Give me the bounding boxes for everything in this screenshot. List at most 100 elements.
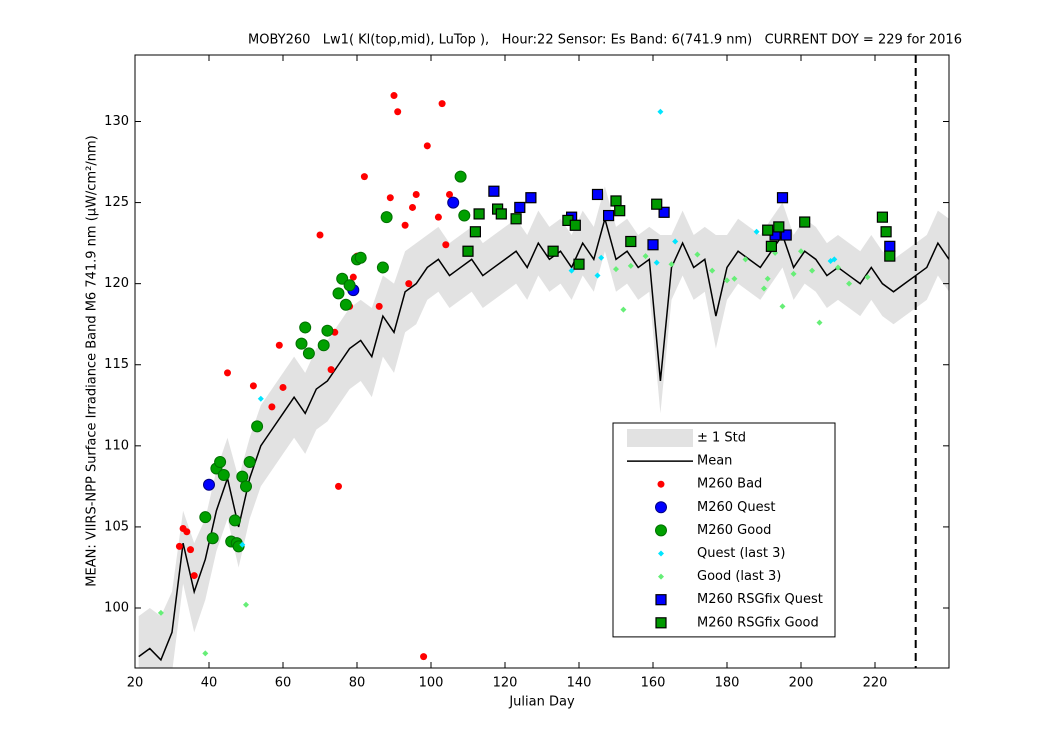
legend-swatch bbox=[658, 550, 664, 557]
y-axis-label: MEAN: VIIRS-NPP Surface Irradiance Band … bbox=[85, 135, 100, 586]
point bbox=[880, 226, 892, 238]
point bbox=[469, 226, 481, 238]
mean-line bbox=[138, 215, 949, 662]
point bbox=[764, 275, 771, 282]
point bbox=[354, 251, 367, 264]
x-tick-label: 120 bbox=[493, 676, 518, 691]
point bbox=[438, 100, 446, 108]
y-tick-label: 130 bbox=[104, 114, 129, 129]
point bbox=[190, 572, 198, 580]
std-band bbox=[138, 186, 949, 668]
point bbox=[446, 190, 453, 198]
point bbox=[602, 209, 615, 222]
legend-swatch bbox=[655, 617, 667, 629]
point bbox=[349, 273, 357, 281]
y-tick-label: 115 bbox=[104, 357, 129, 372]
point bbox=[202, 650, 209, 657]
point bbox=[864, 274, 871, 281]
legend-label: M260 Quest bbox=[697, 500, 776, 515]
point bbox=[668, 261, 675, 268]
point bbox=[405, 280, 413, 288]
point bbox=[217, 469, 230, 482]
x-tick-label: 200 bbox=[789, 676, 814, 691]
point bbox=[239, 541, 246, 548]
point bbox=[724, 277, 730, 284]
point bbox=[790, 270, 797, 277]
legend-label: M260 RSGfix Quest bbox=[697, 592, 823, 607]
point bbox=[375, 302, 383, 310]
point bbox=[613, 266, 619, 273]
point bbox=[773, 221, 785, 233]
x-tick-label: 60 bbox=[275, 676, 292, 691]
x-axis-label: Julian Day bbox=[508, 695, 575, 710]
point bbox=[598, 254, 605, 261]
x-tick-label: 140 bbox=[567, 676, 592, 691]
legend-swatch bbox=[655, 524, 667, 537]
legend: ± 1 Std Mean M260 Bad M260 Quest M260 Good Qu… bbox=[612, 422, 836, 638]
point bbox=[412, 190, 420, 198]
axes: 20 40 60 80 100 120 140 160 180 200 220 100 105 110 11… bbox=[104, 54, 950, 691]
point bbox=[423, 142, 431, 150]
legend-swatch bbox=[657, 480, 665, 488]
point bbox=[765, 240, 778, 252]
point bbox=[835, 264, 841, 271]
legend-label: ± 1 Std bbox=[697, 431, 746, 446]
legend-box bbox=[612, 422, 836, 638]
point bbox=[620, 306, 627, 313]
point bbox=[625, 235, 637, 248]
point bbox=[731, 275, 738, 282]
x-tick-label: 160 bbox=[641, 676, 666, 691]
point bbox=[360, 173, 368, 181]
point bbox=[694, 251, 701, 258]
plot-area bbox=[138, 92, 949, 668]
point bbox=[627, 262, 634, 269]
legend-label: M260 Bad bbox=[697, 477, 762, 492]
point bbox=[240, 480, 252, 493]
point bbox=[809, 267, 816, 274]
point bbox=[268, 403, 276, 411]
point bbox=[228, 514, 241, 527]
point bbox=[776, 192, 789, 204]
point bbox=[279, 383, 287, 391]
point bbox=[651, 198, 663, 210]
legend-label: Good (last 3) bbox=[697, 569, 781, 584]
point bbox=[295, 337, 308, 350]
point bbox=[514, 201, 526, 214]
legend-label: M260 RSGfix Good bbox=[697, 615, 819, 630]
point bbox=[798, 248, 804, 255]
point bbox=[876, 211, 889, 223]
point bbox=[442, 241, 450, 249]
point bbox=[525, 192, 537, 204]
point bbox=[658, 206, 670, 218]
point bbox=[316, 231, 324, 239]
point bbox=[488, 185, 500, 197]
point bbox=[175, 542, 183, 550]
point bbox=[473, 208, 485, 220]
point bbox=[447, 196, 460, 209]
point bbox=[339, 298, 352, 311]
legend-swatch bbox=[658, 573, 664, 580]
point bbox=[376, 261, 389, 274]
point bbox=[573, 258, 585, 270]
point bbox=[157, 609, 164, 616]
point bbox=[249, 382, 257, 390]
x-tick-label: 20 bbox=[127, 676, 144, 691]
point bbox=[390, 92, 398, 100]
point bbox=[199, 511, 212, 524]
point bbox=[884, 240, 896, 252]
legend-label: M260 Good bbox=[697, 523, 771, 538]
point bbox=[761, 285, 767, 292]
point bbox=[753, 228, 760, 235]
legend-swatch bbox=[655, 501, 667, 514]
point bbox=[831, 256, 838, 263]
legend-swatch bbox=[655, 594, 667, 606]
point bbox=[332, 287, 345, 300]
point bbox=[343, 279, 356, 292]
x-tick-label: 100 bbox=[419, 676, 444, 691]
point bbox=[510, 213, 522, 225]
point bbox=[799, 216, 811, 228]
point bbox=[742, 256, 749, 263]
point bbox=[380, 211, 393, 224]
point bbox=[394, 108, 402, 116]
